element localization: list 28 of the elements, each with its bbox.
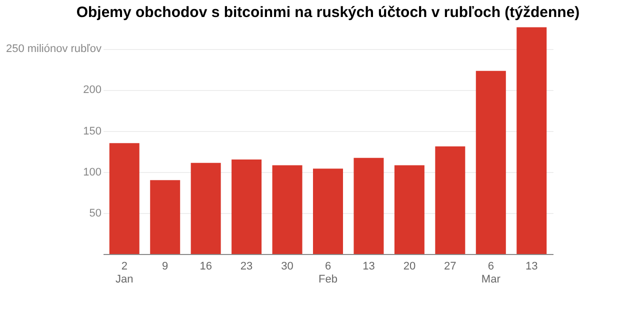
bar [354, 158, 384, 254]
y-tick-label: 200 [83, 84, 102, 96]
x-tick-label: 6 Feb [318, 260, 338, 286]
x-tick-label: 2 Jan [116, 260, 134, 286]
x-tick-label: 13 [362, 260, 375, 272]
x-tick-label: 20 [403, 260, 416, 272]
chart-title: Objemy obchodov s bitcoinmi na ruských účtoch v rubľoch (týždenne) [76, 4, 580, 21]
y-tick-label: 250 miliónov rubľov [6, 43, 102, 56]
bar [313, 168, 343, 254]
x-tick-label: 9 [162, 260, 168, 272]
x-tick-label: 6 Mar [481, 260, 501, 286]
x-tick-label: 16 [200, 260, 212, 272]
y-tick-label: 100 [83, 166, 102, 178]
x-tick-label: 27 [444, 260, 456, 272]
bar [476, 70, 506, 254]
x-tick-label: 30 [281, 260, 294, 272]
x-tick-label: 13 [525, 260, 538, 272]
bar [109, 143, 140, 254]
bar [394, 165, 424, 254]
bar [272, 165, 302, 254]
bar [150, 180, 180, 254]
x-tick-label: 23 [240, 260, 253, 272]
y-tick-label: 150 [83, 125, 102, 138]
bar [232, 160, 262, 254]
bar [516, 27, 547, 254]
y-tick-label: 50 [89, 207, 102, 220]
bar [190, 162, 221, 254]
bar [435, 146, 466, 254]
